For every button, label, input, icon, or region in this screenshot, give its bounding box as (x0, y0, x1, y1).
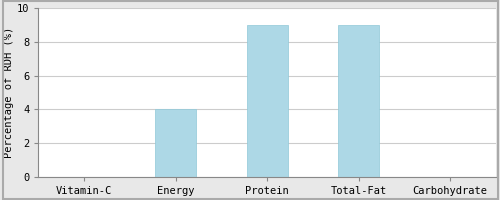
Bar (155, 109, 196, 177)
Y-axis label: Percentage of RDH (%): Percentage of RDH (%) (4, 27, 14, 158)
Bar (246, 25, 288, 177)
Bar (338, 25, 379, 177)
